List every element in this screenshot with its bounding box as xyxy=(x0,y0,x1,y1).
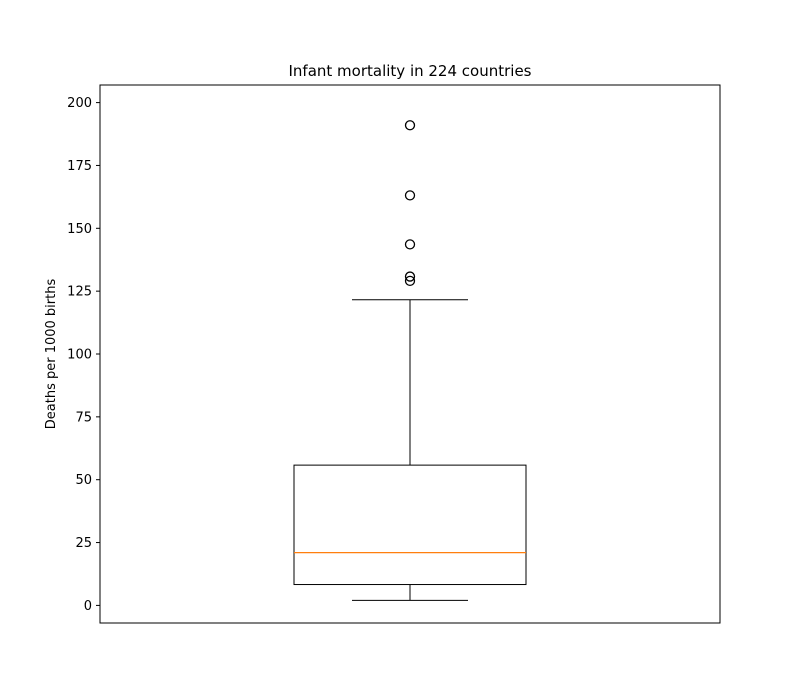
y-tick-label: 100 xyxy=(67,348,92,363)
y-tick-label: 25 xyxy=(75,536,92,551)
outlier-point xyxy=(404,120,416,131)
y-tick-label: 50 xyxy=(75,473,92,488)
box-plot-series xyxy=(293,120,527,601)
y-tick-label: 150 xyxy=(67,222,92,237)
y-tick-label: 175 xyxy=(67,159,92,174)
y-tick-label: 75 xyxy=(75,410,92,425)
chart-title: Infant mortality in 224 countries xyxy=(289,62,532,80)
y-tick-label: 0 xyxy=(84,599,92,614)
interquartile-box xyxy=(293,464,527,586)
y-tick-label: 125 xyxy=(67,285,92,300)
outlier-point xyxy=(404,239,416,250)
outlier-point xyxy=(404,271,416,282)
outlier-point xyxy=(404,190,416,201)
y-axis-ticks: 0 25 50 75 100 125 150 175 200 xyxy=(67,96,100,614)
outlier-point xyxy=(404,275,416,286)
y-axis-label: Deaths per 1000 births xyxy=(44,279,59,430)
y-tick-label: 200 xyxy=(67,96,92,111)
